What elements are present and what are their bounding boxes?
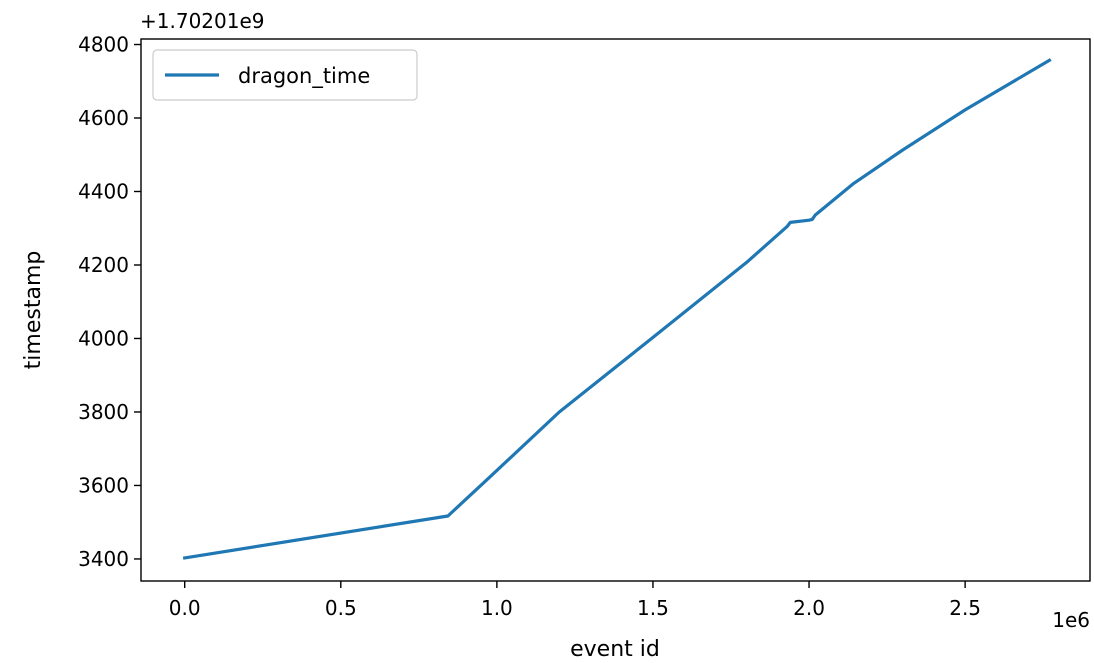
x-tick-label: 0.5 <box>325 596 357 620</box>
x-scale-label: 1e6 <box>1052 608 1090 632</box>
y-tick-label: 4800 <box>78 33 129 57</box>
legend-box <box>152 49 418 101</box>
x-tick-label: 2.5 <box>949 596 981 620</box>
plot-frame <box>140 38 1091 582</box>
y-offset-label: +1.70201e9 <box>140 9 265 33</box>
y-axis-ticks: 3400 3600 3800 4000 4200 4400 4600 4800 <box>78 33 141 571</box>
series-layer <box>182 58 1052 560</box>
y-tick-label: 4600 <box>78 106 129 130</box>
y-axis-label: timestamp <box>21 251 46 370</box>
series-line-dragon-time <box>182 58 1052 560</box>
y-tick-label: 3800 <box>78 400 129 424</box>
y-tick-label: 3400 <box>78 547 129 571</box>
y-tick-label: 4400 <box>78 179 129 203</box>
x-tick-label: 1.0 <box>481 596 513 620</box>
y-tick-label: 3600 <box>78 473 129 497</box>
x-axis-ticks: 0.0 0.5 1.0 1.5 2.0 2.5 <box>169 581 981 620</box>
x-axis-label: event id <box>570 637 660 662</box>
x-tick-label: 0.0 <box>169 596 201 620</box>
legend-label-dragon-time: dragon_time <box>238 64 370 89</box>
y-tick-label: 4200 <box>78 253 129 277</box>
x-tick-label: 2.0 <box>793 596 825 620</box>
y-tick-label: 4000 <box>78 326 129 350</box>
x-tick-label: 1.5 <box>637 596 669 620</box>
legend: dragon_time <box>152 49 418 101</box>
